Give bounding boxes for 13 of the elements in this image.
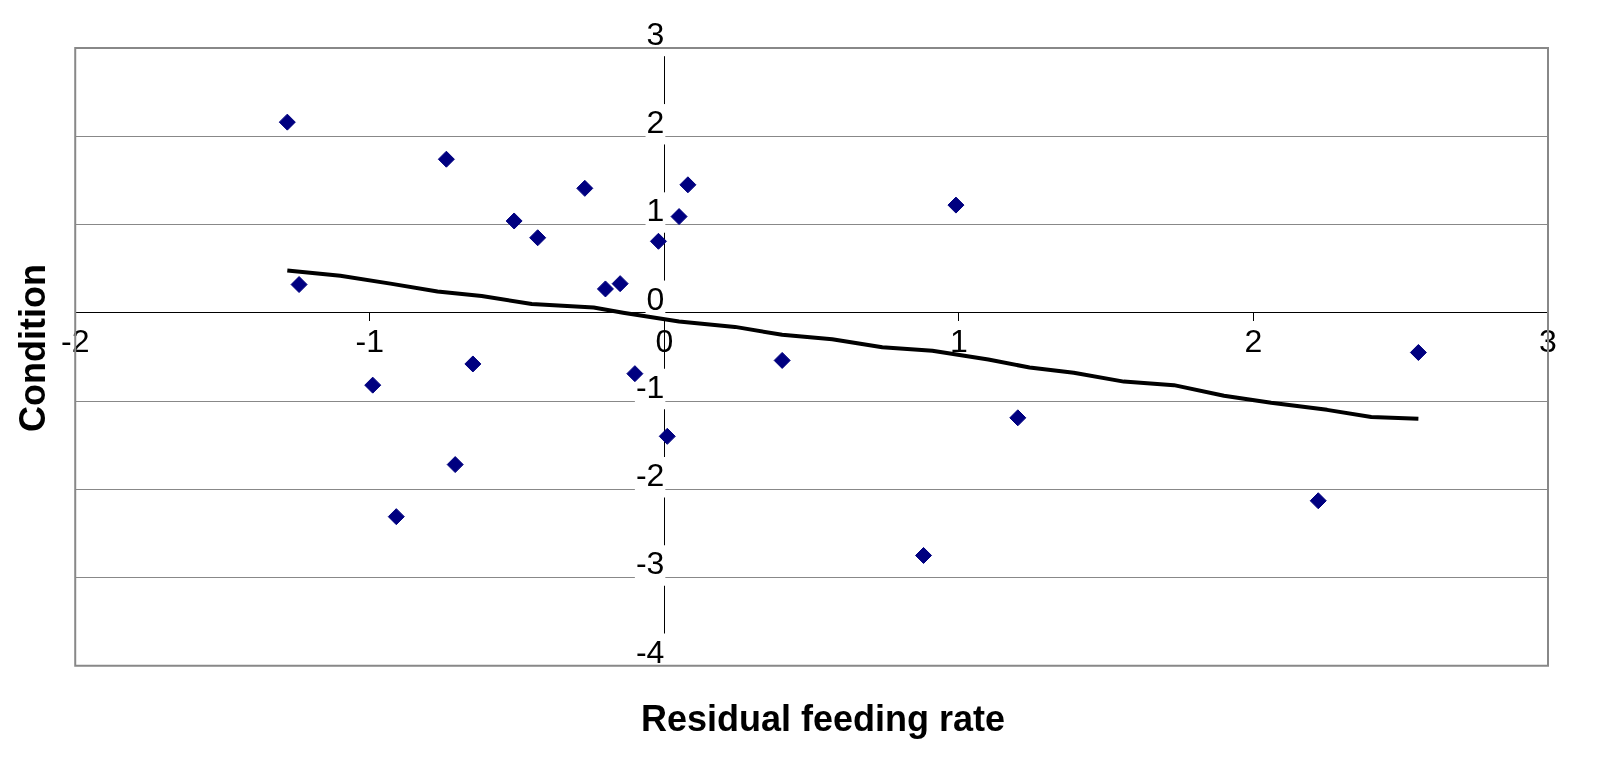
y-tick-label: 3: [646, 15, 665, 52]
y-tick-label: 1: [646, 192, 665, 229]
x-tick-label: 2: [1244, 322, 1263, 359]
y-tick-label: -1: [635, 368, 665, 405]
x-axis-title: Residual feeding rate: [639, 698, 1007, 740]
y-tick-label: 0: [646, 280, 665, 317]
y-tick-label: -4: [635, 633, 665, 670]
y-axis-title: Condition: [12, 264, 54, 432]
y-tick-label: 2: [646, 104, 665, 141]
x-tick-label: -1: [355, 322, 385, 359]
y-tick-label: -3: [635, 545, 665, 582]
x-tick-label: 1: [949, 322, 968, 359]
y-tick-label: -2: [635, 457, 665, 494]
